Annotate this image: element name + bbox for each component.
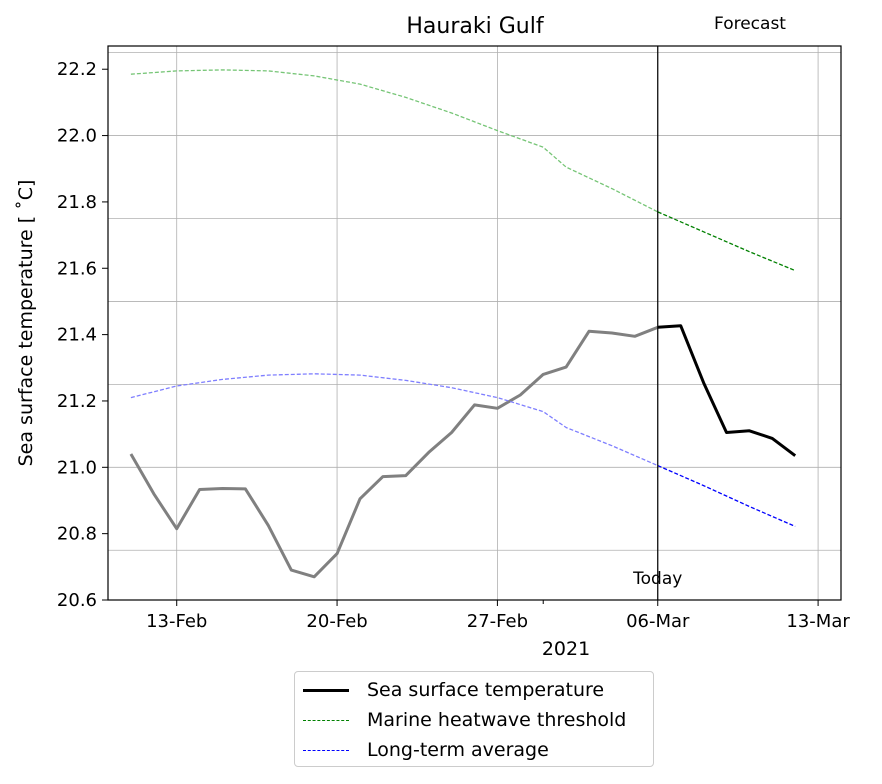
legend-item-sst: Sea surface temperature <box>303 675 604 705</box>
x-tick-label: 13-Mar <box>786 611 850 632</box>
y-tick-label: 21.6 <box>57 258 97 279</box>
legend-item-avg: Long-term average <box>303 735 549 765</box>
x-axis: 13-Feb 20-Feb 27-Feb 06-Mar 13-Mar <box>146 600 850 632</box>
y-axis-label: Sea surface temperature [ ˚C] <box>15 180 37 467</box>
plot-frame <box>107 45 842 601</box>
x-tick-label: 06-Mar <box>626 611 690 632</box>
chart-title: Hauraki Gulf <box>406 14 544 39</box>
y-tick-label: 22.2 <box>57 59 97 80</box>
series-line-avg-past <box>130 373 659 467</box>
legend-item-mhw: Marine heatwave threshold <box>303 705 626 735</box>
today-label: Today <box>632 569 682 589</box>
series-line-sst-past <box>129 325 659 579</box>
y-tick-label: 21.8 <box>57 192 97 213</box>
y-tick-label: 21.2 <box>57 391 97 412</box>
y-axis: 20.6 20.8 21.0 21.2 21.4 21.6 21.8 22.0 22.2 <box>57 59 108 611</box>
series-lines <box>129 69 797 579</box>
x-axis-label: 2021 <box>542 638 590 660</box>
x-tick-label: 20-Feb <box>306 611 367 632</box>
x-tick-label: 27-Feb <box>467 611 528 632</box>
series-line-mhw-past <box>130 69 659 213</box>
y-tick-label: 21.0 <box>57 457 97 478</box>
legend-label-avg: Long-term average <box>367 739 549 761</box>
legend-swatch-sst <box>303 688 349 692</box>
series-line-mhw-forecast <box>657 211 796 272</box>
x-tick-label: 13-Feb <box>146 611 207 632</box>
legend: Sea surface temperature Marine heatwave … <box>294 671 654 767</box>
legend-swatch-mhw <box>303 719 349 721</box>
forecast-label: Forecast <box>714 14 786 34</box>
series-line-avg-forecast <box>657 465 796 527</box>
y-tick-label: 20.6 <box>57 590 97 611</box>
legend-label-mhw: Marine heatwave threshold <box>367 709 627 731</box>
legend-label-sst: Sea surface temperature <box>367 679 605 701</box>
y-tick-label: 22.0 <box>57 126 97 147</box>
grid-lines <box>108 46 841 600</box>
series-line-sst-forecast <box>657 324 797 457</box>
y-tick-label: 20.8 <box>57 524 97 545</box>
y-tick-label: 21.4 <box>57 325 97 346</box>
legend-swatch-avg <box>303 749 349 751</box>
